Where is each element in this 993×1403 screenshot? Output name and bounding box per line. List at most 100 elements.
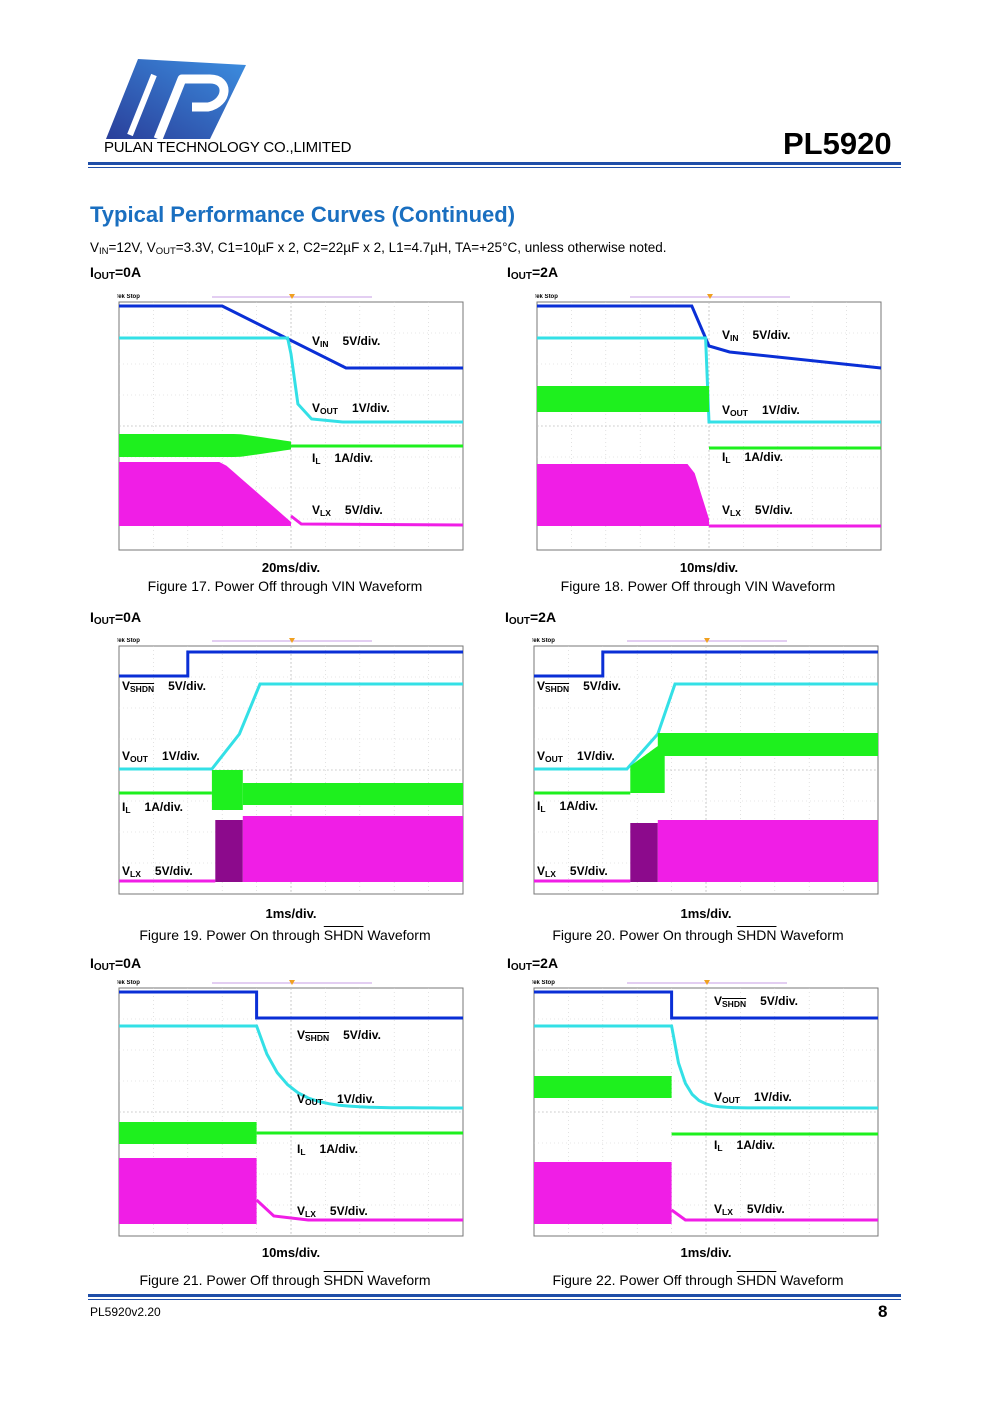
header-rule bbox=[88, 162, 901, 165]
section-title: Typical Performance Curves (Continued) bbox=[90, 202, 516, 227]
header-rule-thin bbox=[88, 167, 901, 168]
figure-22-scope-capture: Tek Stop VSHDN 5V/div. VOUT 1V/div. IL 1A/div.… bbox=[532, 980, 880, 1238]
company-name: PULAN TECHNOLOGY CO.,LIMITED bbox=[104, 139, 352, 156]
figure-20-scope-capture: Tek Stop VSHDN 5V/div. VOUT 1V/div. IL 1A/div.… bbox=[532, 638, 880, 896]
channel-label-4: VLX 5V/div. bbox=[297, 1204, 368, 1219]
trace-il bbox=[119, 434, 291, 457]
trace-il-startup bbox=[630, 741, 665, 793]
time-per-division: 1ms/div. bbox=[680, 906, 732, 921]
trigger-position-icon bbox=[289, 294, 295, 299]
figure-19-load-condition: IOUT=0A bbox=[90, 609, 142, 627]
figure-20-caption: Figure 20. Power On through SHDN Wavefor… bbox=[552, 927, 844, 943]
channel-label-1: VSHDN 5V/div. bbox=[714, 994, 798, 1009]
scope-status: Tek Stop bbox=[535, 294, 558, 300]
channel-label-1: VIN 5V/div. bbox=[312, 334, 381, 349]
channel-label-3: IL 1A/div. bbox=[122, 800, 184, 815]
time-per-division: 1ms/div. bbox=[265, 906, 317, 921]
trace-il bbox=[242, 783, 463, 805]
part-number: PL5920 bbox=[783, 126, 892, 161]
figure-22-load-condition: IOUT=2A bbox=[507, 955, 559, 973]
trace-il bbox=[537, 386, 709, 412]
trace-vshdn bbox=[534, 650, 878, 678]
channel-label-1: VSHDN 5V/div. bbox=[537, 679, 621, 694]
channel-label-2: VOUT 1V/div. bbox=[297, 1092, 375, 1107]
figure-18-scope-capture: Tek Stop VIN 5V/div. VOUT 1V/div. IL 1A/div. VL… bbox=[535, 294, 883, 552]
pulan-p-logo-icon bbox=[100, 55, 250, 145]
time-per-division: 10ms/div. bbox=[679, 560, 739, 575]
scope-status: Tek Stop bbox=[117, 980, 140, 986]
time-per-division: 20ms/div. bbox=[261, 560, 321, 575]
graticule-grid bbox=[119, 302, 463, 550]
figure-19-scope-capture: Tek Stop VSHDN 5V/div. VOUT 1V/div. IL 1A/div.… bbox=[117, 638, 465, 896]
trace-il bbox=[657, 733, 878, 756]
scope-status: Tek Stop bbox=[117, 638, 140, 644]
channel-label-4: VLX 5V/div. bbox=[122, 864, 193, 879]
trace-vshdn bbox=[119, 990, 463, 1020]
figure-21-scope-capture: Tek Stop VSHDN 5V/div. VOUT 1V/div. IL 1A/div.… bbox=[117, 980, 465, 1238]
channel-label-3: IL 1A/div. bbox=[722, 450, 784, 465]
channel-label-2: VOUT 1V/div. bbox=[122, 749, 200, 764]
test-conditions: VIN=12V, VOUT=3.3V, C1=10µF x 2, C2=22µF… bbox=[90, 240, 667, 257]
scope-status: Tek Stop bbox=[532, 980, 555, 986]
footer-rule-thin bbox=[88, 1299, 901, 1300]
time-per-division: 1ms/div. bbox=[680, 1245, 732, 1260]
channel-label-4: VLX 5V/div. bbox=[714, 1202, 785, 1217]
trace-vshdn bbox=[119, 650, 463, 678]
trace-vout bbox=[119, 682, 463, 771]
trace-vout bbox=[119, 336, 463, 424]
figure-17-scope-capture: Tek Stop VIN 5V/div. VOUT 1V/div. IL 1A/div. VL… bbox=[117, 294, 465, 552]
figure-17-caption: Figure 17. Power Off through VIN Wavefor… bbox=[147, 578, 423, 594]
trigger-position-icon bbox=[289, 638, 295, 643]
channel-label-1: VSHDN 5V/div. bbox=[297, 1028, 381, 1043]
time-per-division: 10ms/div. bbox=[261, 1245, 321, 1260]
figure-21-caption: Figure 21. Power Off through SHDN Wavefo… bbox=[139, 1272, 431, 1288]
trigger-position-icon bbox=[704, 638, 710, 643]
trace-vlx bbox=[534, 1162, 672, 1224]
figure-19-caption: Figure 19. Power On through SHDN Wavefor… bbox=[139, 927, 431, 943]
figure-22-caption: Figure 22. Power Off through SHDN Wavefo… bbox=[552, 1272, 844, 1288]
trigger-position-icon bbox=[289, 980, 295, 985]
channel-label-3: IL 1A/div. bbox=[537, 799, 599, 814]
scope-status: Tek Stop bbox=[117, 294, 140, 300]
trace-vlx-startup bbox=[630, 823, 658, 882]
trace-vshdn bbox=[534, 990, 878, 1020]
figure-21-load-condition: IOUT=0A bbox=[90, 955, 142, 973]
graticule-grid bbox=[119, 988, 463, 1236]
trace-vlx-startup bbox=[215, 820, 243, 882]
trigger-position-icon bbox=[707, 294, 713, 299]
channel-label-1: VIN 5V/div. bbox=[722, 328, 791, 343]
page-number: 8 bbox=[878, 1302, 888, 1321]
figure-18-load-condition: IOUT=2A bbox=[507, 264, 559, 282]
channel-label-3: IL 1A/div. bbox=[312, 451, 374, 466]
trace-vout bbox=[534, 1024, 879, 1110]
channel-label-2: VOUT 1V/div. bbox=[312, 401, 390, 416]
channel-label-4: VLX 5V/div. bbox=[312, 503, 383, 518]
trace-vlx bbox=[242, 816, 463, 882]
channel-label-2: VOUT 1V/div. bbox=[714, 1090, 792, 1105]
figure-17-load-condition: IOUT=0A bbox=[90, 264, 142, 282]
channel-label-1: VSHDN 5V/div. bbox=[122, 679, 206, 694]
trace-vlx bbox=[119, 1158, 257, 1224]
trace-il bbox=[119, 1122, 257, 1144]
trace-il-startup bbox=[211, 770, 243, 810]
trace-vout bbox=[537, 336, 881, 424]
channel-label-2: VOUT 1V/div. bbox=[722, 403, 800, 418]
channel-label-3: IL 1A/div. bbox=[714, 1138, 776, 1153]
channel-label-4: VLX 5V/div. bbox=[537, 864, 608, 879]
footer-rule bbox=[88, 1294, 901, 1297]
channel-label-3: IL 1A/div. bbox=[297, 1142, 359, 1157]
scope-status: Tek Stop bbox=[532, 638, 555, 644]
trace-vlx bbox=[119, 462, 291, 526]
trace-vin bbox=[537, 304, 882, 370]
trace-vout bbox=[119, 1024, 463, 1110]
figure-20-load-condition: IOUT=2A bbox=[505, 609, 557, 627]
trace-vlx-idle bbox=[670, 1208, 878, 1222]
channel-label-4: VLX 5V/div. bbox=[722, 503, 793, 518]
document-version: PL5920v2.20 bbox=[90, 1305, 161, 1319]
trace-vlx bbox=[537, 464, 709, 526]
figure-18-caption: Figure 18. Power Off through VIN Wavefor… bbox=[560, 578, 836, 594]
trace-il bbox=[534, 1076, 672, 1098]
trace-vlx bbox=[657, 820, 878, 882]
trace-vlx-idle bbox=[290, 514, 464, 527]
trace-vlx-idle bbox=[255, 1198, 463, 1222]
